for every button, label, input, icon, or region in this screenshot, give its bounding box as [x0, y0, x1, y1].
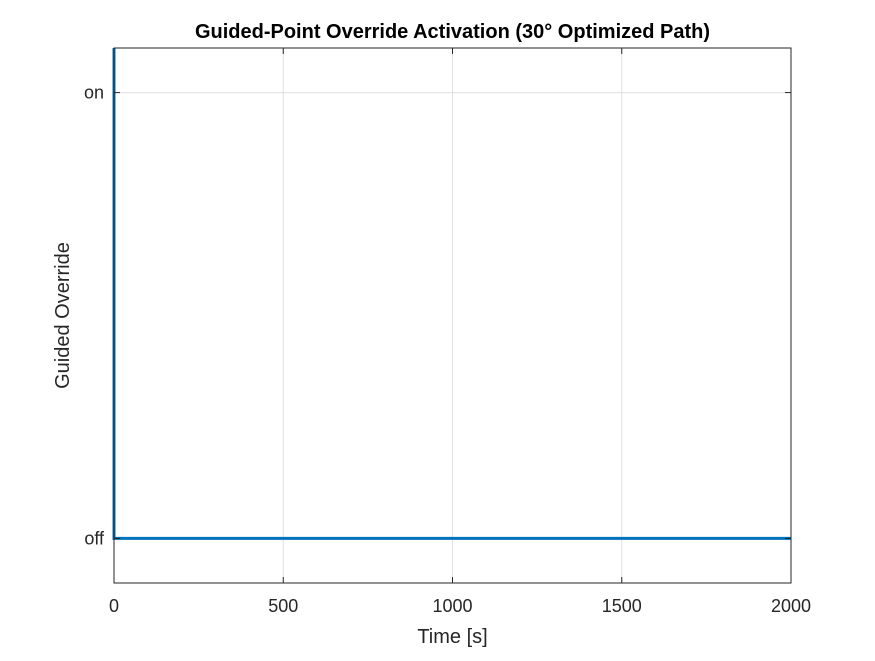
x-tick-label: 1000	[432, 596, 472, 616]
x-tick-label: 0	[109, 596, 119, 616]
x-tick-label: 1500	[602, 596, 642, 616]
y-tick-label: on	[84, 83, 104, 103]
y-tick-label: off	[84, 528, 105, 548]
tick-layer: 0 500 1000 1500 2000 off on	[84, 48, 811, 616]
y-axis-label: Guided Override	[52, 242, 74, 389]
x-tick-label: 500	[268, 596, 298, 616]
x-axis-label: Time [s]	[417, 626, 487, 648]
x-tick-label: 2000	[771, 596, 811, 616]
chart-title: Guided-Point Override Activation (30° Op…	[195, 21, 710, 43]
